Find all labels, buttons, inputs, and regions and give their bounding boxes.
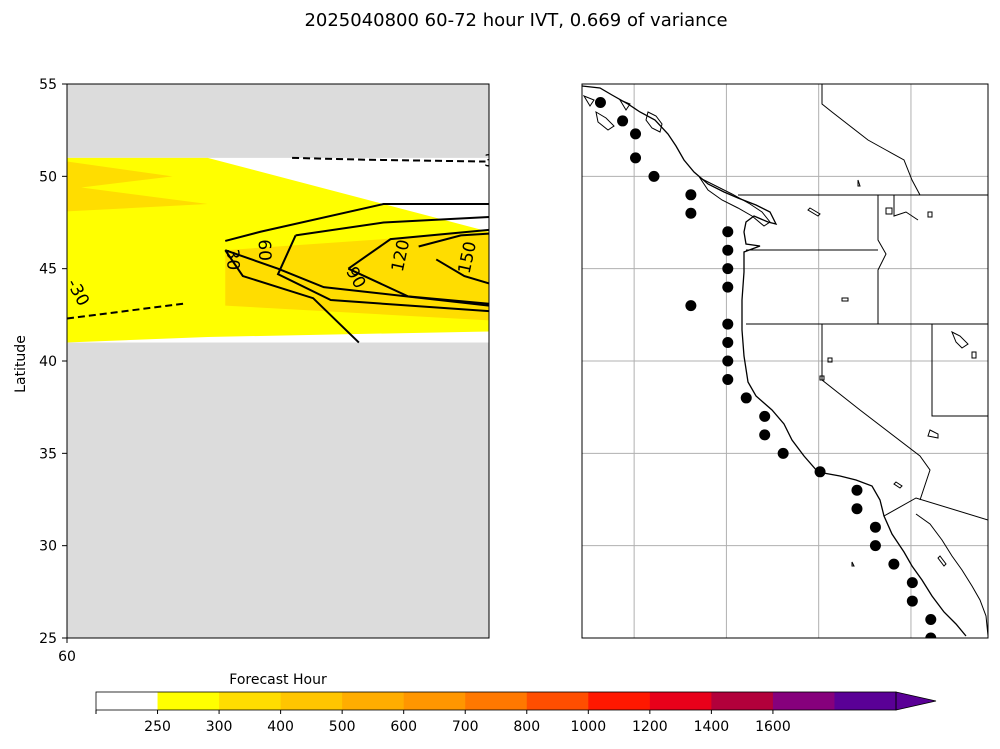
station-point-7 — [722, 226, 734, 238]
contour-line-6 — [347, 228, 489, 270]
contour-label-top: 3 — [484, 152, 495, 172]
station-point-0 — [594, 96, 606, 108]
station-point-5 — [685, 189, 697, 201]
colorbar-cell-5 — [403, 692, 466, 710]
colorbar-cell-0 — [96, 692, 159, 710]
island-haida-gwaii — [645, 111, 663, 133]
ytick-label-1: 30 — [39, 539, 57, 555]
station-point-24 — [869, 540, 881, 552]
station-point-4 — [648, 170, 660, 182]
colorbar: Forecast Hour 250 300 400 500 600 700 800 1000 1… — [95, 672, 937, 735]
contour-line-dashed-top — [292, 156, 486, 163]
station-point-10 — [722, 281, 734, 293]
contour-line-4 — [295, 215, 489, 237]
ytick-label-2: 35 — [39, 446, 57, 462]
inlet-north — [582, 94, 631, 131]
station-point-13 — [722, 337, 734, 349]
right-panel — [581, 83, 989, 639]
colorbar-extend-arrow — [895, 691, 937, 711]
station-point-18 — [759, 429, 771, 441]
borders — [738, 84, 988, 521]
colorbar-cell-10 — [711, 692, 774, 710]
figure-title: 2025040800 60-72 hour IVT, 0.669 of vari… — [304, 10, 727, 31]
station-point-8 — [722, 244, 734, 256]
station-point-9 — [722, 263, 734, 275]
station-point-23 — [869, 521, 881, 533]
station-point-28 — [925, 614, 937, 626]
colorbar-tick-label-9: 1400 — [694, 719, 730, 735]
colorbar-cell-9 — [649, 692, 712, 710]
colorbar-cell-8 — [588, 692, 651, 710]
colorbar-tick-label-1: 300 — [206, 719, 233, 735]
colorbar-tick-label-3: 500 — [329, 719, 356, 735]
colorbar-tick-label-2: 400 — [267, 719, 294, 735]
station-point-17 — [759, 410, 771, 422]
colorbar-frame — [95, 691, 897, 711]
station-point-25 — [888, 558, 900, 570]
ytick-label-6: 55 — [39, 77, 57, 93]
colorbar-cell-7 — [526, 692, 589, 710]
station-point-2 — [630, 128, 642, 140]
station-point-29 — [925, 632, 937, 638]
xtick-label-0: 60 — [58, 649, 76, 665]
colorbar-cell-12 — [834, 692, 897, 710]
station-point-20 — [814, 466, 826, 478]
colorbar-tick-label-10: 1600 — [755, 719, 791, 735]
coastline — [582, 85, 967, 637]
station-point-11 — [685, 300, 697, 312]
contour-line-5 — [347, 267, 489, 305]
colorbar-tick-label-7: 1000 — [570, 719, 606, 735]
colorbar-tick-label-5: 700 — [452, 719, 479, 735]
station-point-12 — [722, 318, 734, 330]
contour-line-dashed-neg — [67, 302, 184, 320]
colorbar-tick-label-8: 1200 — [632, 719, 668, 735]
colorbar-cell-11 — [772, 692, 835, 710]
station-point-26 — [906, 577, 918, 589]
station-point-22 — [851, 503, 863, 515]
filled-band-300-400-0 — [67, 161, 173, 190]
ytick-label-5: 50 — [39, 169, 57, 185]
station-point-15 — [722, 373, 734, 385]
colorbar-cell-4 — [342, 692, 405, 710]
station-point-21 — [851, 484, 863, 496]
contour-line-0 — [224, 249, 360, 344]
colorbar-tick-label-0: 250 — [144, 719, 171, 735]
contour-label-3: 60 — [254, 239, 275, 261]
lakes — [807, 179, 977, 567]
colorbar-tick-label-6: 800 — [513, 719, 540, 735]
station-point-3 — [630, 152, 642, 164]
island-vancouver — [698, 176, 771, 227]
baja-gulf-coast — [915, 513, 988, 637]
colorbar-tick-label-4: 600 — [390, 719, 417, 735]
ytick-label-4: 45 — [39, 262, 57, 278]
ytick-label-0: 25 — [39, 631, 57, 647]
colorbar-cell-2 — [219, 692, 282, 710]
filled-band-300-400-1 — [67, 185, 208, 212]
colorbar-cell-6 — [465, 692, 528, 710]
contour-line-1 — [224, 203, 489, 242]
map-frame — [581, 83, 989, 639]
contour-line-3 — [276, 235, 489, 313]
station-point-6 — [685, 207, 697, 219]
station-point-14 — [722, 355, 734, 367]
contour-line-7 — [418, 232, 489, 248]
ytick-label-3: 40 — [39, 354, 57, 370]
contour-line-8 — [435, 258, 489, 285]
colorbar-label: Forecast Hour — [229, 672, 327, 688]
left-ylabel: Latitude — [13, 335, 29, 393]
colorbar-cell-3 — [280, 692, 343, 710]
station-point-27 — [906, 595, 918, 607]
station-point-19 — [777, 447, 789, 459]
station-point-16 — [740, 392, 752, 404]
colorbar-cell-1 — [157, 692, 220, 710]
station-point-1 — [617, 115, 629, 127]
